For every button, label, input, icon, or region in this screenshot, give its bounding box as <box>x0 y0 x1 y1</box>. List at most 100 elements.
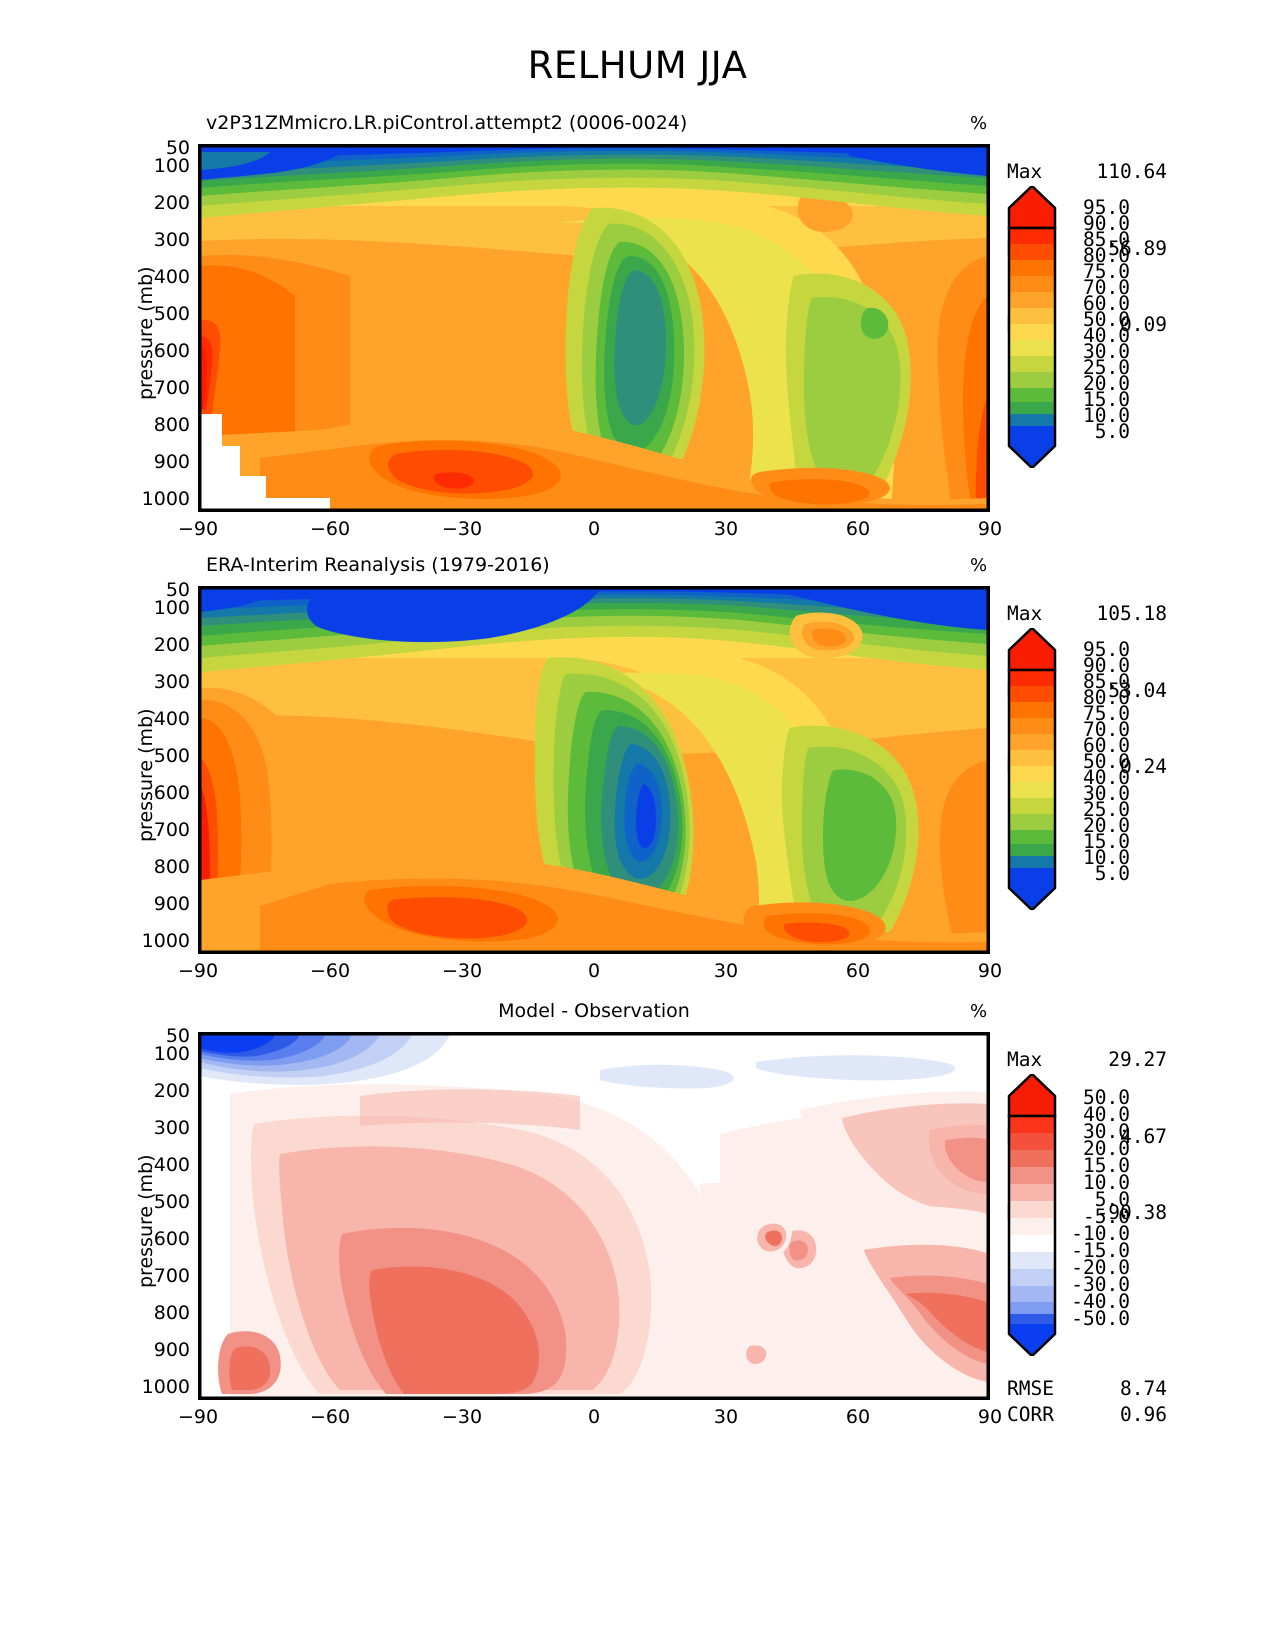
ytick-label: 50 <box>165 579 190 601</box>
colorbar-label: 5.0 <box>1094 862 1130 885</box>
colorbar-label: 40.0 <box>1083 324 1130 347</box>
stat-row: Max 105.18 <box>1007 601 1167 627</box>
colorbar-label: 85.0 <box>1083 670 1130 693</box>
colorbar-label: 10.0 <box>1083 404 1130 427</box>
ytick-label: 600 <box>153 1228 190 1250</box>
xtick-label: 90 <box>977 1406 1003 1428</box>
panel-observation-title: ERA-Interim Reanalysis (1979-2016) <box>206 554 550 576</box>
ytick-label: 500 <box>153 1191 190 1213</box>
colorbar-label: -40.0 <box>1071 1290 1130 1313</box>
ytick-label: 800 <box>153 1302 190 1324</box>
ytick-label: 400 <box>153 708 190 730</box>
ytick-label: 200 <box>153 634 190 656</box>
panel-difference-units: % <box>970 1001 988 1022</box>
xtick-label: −30 <box>441 518 483 540</box>
xtick-label: −30 <box>441 1406 483 1428</box>
xtick-label: 30 <box>713 1406 739 1428</box>
panel-difference-contours <box>200 1034 988 1398</box>
colorbar-label: -20.0 <box>1071 1256 1130 1279</box>
xtick-label: 60 <box>845 960 871 982</box>
stat-key: Max <box>1007 1048 1043 1071</box>
panel-model-contours <box>200 146 988 510</box>
ytick-label: 50 <box>165 1025 190 1047</box>
metric-value: 0.96 <box>1120 1402 1167 1426</box>
xtick-label: 90 <box>977 518 1003 540</box>
colorbar-label: 60.0 <box>1083 734 1130 757</box>
ytick-label: 500 <box>153 745 190 767</box>
stat-row: Max 110.64 <box>1007 159 1167 185</box>
ytick-label: 300 <box>153 229 190 251</box>
colorbar-label: 70.0 <box>1083 276 1130 299</box>
colorbar-swatches <box>1007 186 1057 468</box>
stat-value: 110.64 <box>1096 160 1167 183</box>
stat-value: 0.24 <box>1120 755 1167 778</box>
colorbar-label: 90.0 <box>1083 654 1130 677</box>
colorbar-label: 50.0 <box>1083 1086 1130 1109</box>
colorbar-label: 95.0 <box>1083 638 1130 661</box>
colorbar-label: 75.0 <box>1083 702 1130 725</box>
panel-difference-colorbar <box>1007 1074 1057 1356</box>
colorbar-label: 20.0 <box>1083 372 1130 395</box>
colorbar-label: 50.0 <box>1083 308 1130 331</box>
ytick-label: 900 <box>153 893 190 915</box>
ytick-label: 800 <box>153 856 190 878</box>
xtick-label: −60 <box>309 960 351 982</box>
colorbar-label: 70.0 <box>1083 718 1130 741</box>
ytick-label: 1000 <box>141 488 190 510</box>
ytick-label: 300 <box>153 1117 190 1139</box>
colorbar-label: 60.0 <box>1083 292 1130 315</box>
colorbar-label: -5.0 <box>1083 1205 1130 1228</box>
colorbar-label: 10.0 <box>1083 846 1130 869</box>
metric-row: CORR 0.96 <box>1007 1402 1167 1428</box>
metric-value: 8.74 <box>1120 1377 1167 1400</box>
xtick-label: 60 <box>845 1406 871 1428</box>
xtick-label: 90 <box>977 960 1003 982</box>
xtick-label: 0 <box>587 960 601 982</box>
colorbar-label: 10.0 <box>1083 1171 1130 1194</box>
xtick-label: 0 <box>587 1406 601 1428</box>
panel-model: v2P31ZMmicro.LR.piControl.attempt2 (0006… <box>0 0 1275 545</box>
ytick-label: 600 <box>153 340 190 362</box>
xtick-label: 30 <box>713 518 739 540</box>
ytick-label: 400 <box>153 1154 190 1176</box>
ytick-label: 1000 <box>141 930 190 952</box>
colorbar-label: 40.0 <box>1083 1103 1130 1126</box>
stat-value: 29.27 <box>1108 1048 1167 1071</box>
colorbar-label: 5.0 <box>1094 1188 1130 1211</box>
colorbar-label: 30.0 <box>1083 340 1130 363</box>
ytick-label: 100 <box>153 155 190 177</box>
stat-value: 105.18 <box>1096 602 1167 625</box>
xtick-label: −90 <box>177 960 219 982</box>
ytick-label: 900 <box>153 1339 190 1361</box>
xtick-label: 0 <box>587 518 601 540</box>
colorbar-label: 75.0 <box>1083 260 1130 283</box>
figure-title: RELHUM JJA <box>527 44 748 87</box>
xtick-label: −90 <box>177 518 219 540</box>
colorbar-label: 30.0 <box>1083 782 1130 805</box>
xtick-label: −30 <box>441 960 483 982</box>
colorbar-label: 30.0 <box>1083 1120 1130 1143</box>
ytick-label: 600 <box>153 782 190 804</box>
stat-row: Max 29.27 <box>1007 1047 1167 1073</box>
stat-key: Max <box>1007 160 1043 183</box>
ytick-label: 500 <box>153 303 190 325</box>
colorbar-label: 20.0 <box>1083 1137 1130 1160</box>
panel-difference-metrics: RMSE 8.74 CORR 0.96 <box>1007 1376 1167 1427</box>
panel-difference: Model - Observation % Max 29.27 Mean 4.6… <box>0 888 1275 1448</box>
colorbar-label: 80.0 <box>1083 686 1130 709</box>
panel-model-units: % <box>970 113 988 134</box>
ytick-label: 1000 <box>141 1376 190 1398</box>
ytick-label: 100 <box>153 1043 190 1065</box>
ytick-label: 200 <box>153 192 190 214</box>
ytick-label: 50 <box>165 137 190 159</box>
colorbar-label: 15.0 <box>1083 388 1130 411</box>
panel-observation: ERA-Interim Reanalysis (1979-2016) % Max… <box>0 442 1275 987</box>
ytick-label: 700 <box>153 377 190 399</box>
stat-key: Max <box>1007 602 1043 625</box>
panel-observation-colorbar <box>1007 628 1057 910</box>
panel-model-title: v2P31ZMmicro.LR.piControl.attempt2 (0006… <box>206 112 688 134</box>
metric-key: RMSE <box>1007 1377 1054 1400</box>
panel-observation-contours <box>200 588 988 952</box>
colorbar-label: 25.0 <box>1083 356 1130 379</box>
colorbar-label: 50.0 <box>1083 750 1130 773</box>
